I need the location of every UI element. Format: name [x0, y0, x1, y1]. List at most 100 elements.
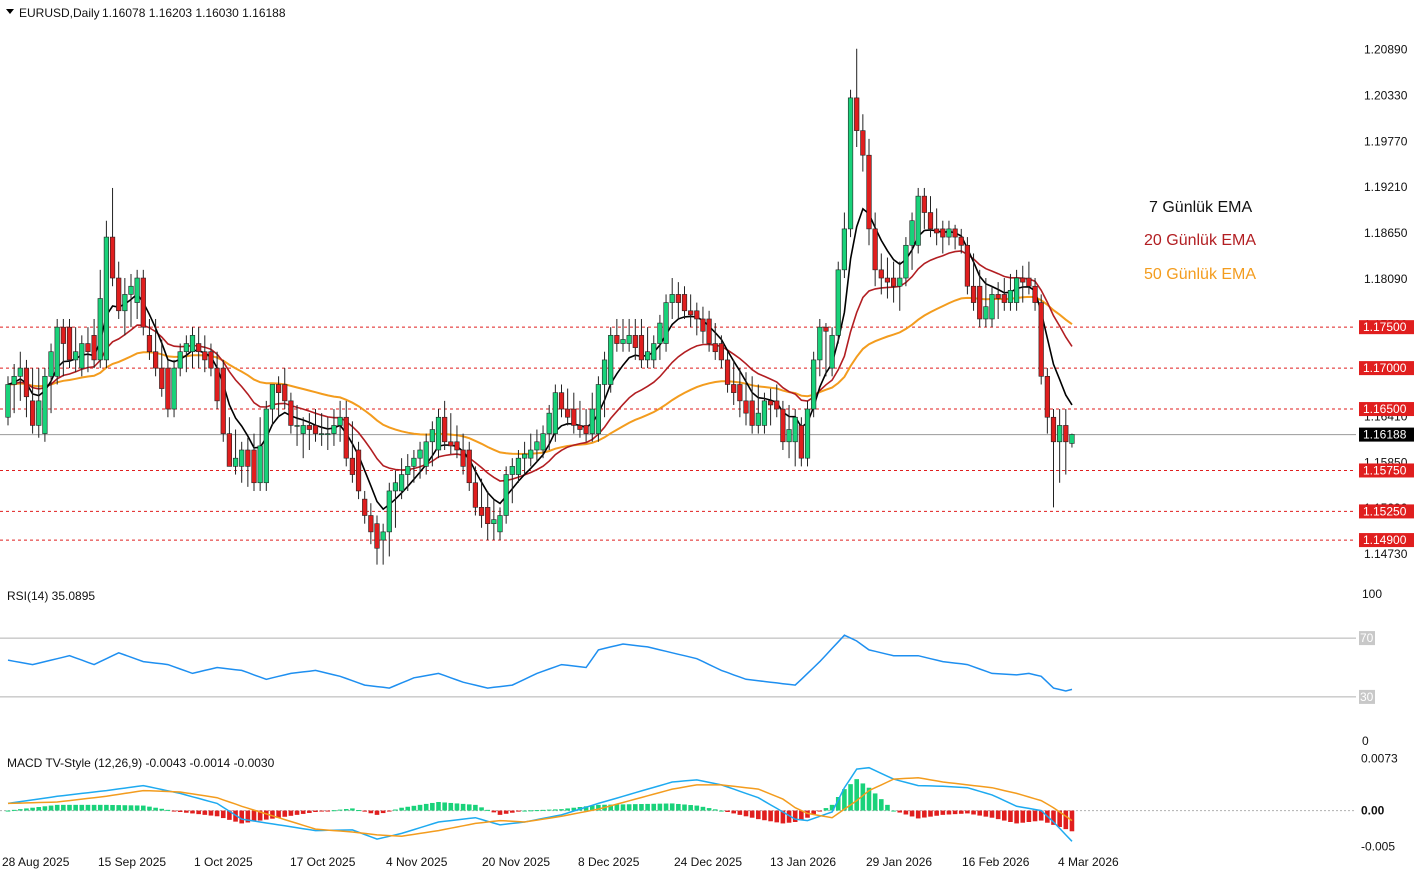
candle-body [386, 490, 392, 533]
candle-body [189, 335, 196, 353]
candle-body [368, 515, 374, 533]
rsi-tick-label: 70 [1360, 631, 1374, 645]
candle-body [718, 343, 724, 361]
macd-histogram-bar [97, 804, 103, 811]
candle-body [854, 97, 860, 131]
macd-histogram-bar [762, 810, 767, 821]
macd-histogram-bar [583, 806, 589, 811]
time-tick-label: 4 Nov 2025 [386, 855, 448, 869]
candle-body [724, 359, 731, 385]
candle [239, 441, 245, 483]
candle-body [761, 400, 768, 426]
candle-body [435, 416, 442, 451]
macd-histogram-bar [313, 810, 318, 812]
candle [964, 237, 970, 295]
candle [872, 212, 878, 287]
candle [786, 404, 792, 459]
macd-histogram-bar [485, 809, 490, 811]
rsi-panel[interactable] [0, 634, 1356, 698]
macd-histogram-bar [159, 808, 165, 811]
candle [66, 318, 73, 369]
candle-body [663, 302, 669, 344]
macd-histogram-bar [85, 804, 91, 811]
candle-body [884, 277, 891, 283]
candle-body [528, 449, 534, 459]
candle [159, 339, 165, 397]
candle [835, 261, 841, 344]
macd-histogram-bar [1069, 810, 1075, 832]
candle [792, 409, 798, 467]
macd-histogram-bar [196, 810, 201, 815]
candle-body [485, 507, 491, 524]
candle [454, 425, 460, 459]
candle-body [140, 277, 146, 328]
macd-histogram-bar [411, 805, 417, 811]
macd-histogram-bar [165, 809, 171, 811]
price-tick-label: 1.19210 [1364, 180, 1408, 194]
macd-histogram-bar [817, 810, 823, 812]
macd-histogram-bar [725, 810, 730, 812]
candle-body [1057, 425, 1063, 443]
collapse-triangle-icon[interactable] [6, 9, 14, 14]
candle [1020, 265, 1026, 303]
candle-body [890, 277, 897, 287]
macd-histogram-bar [331, 810, 337, 812]
macd-histogram-bar [184, 810, 189, 813]
candle-body [5, 384, 11, 418]
candle-body [417, 449, 423, 459]
candle-body [835, 269, 841, 336]
macd-histogram-bar [503, 810, 509, 814]
macd-histogram-bar [657, 803, 663, 811]
candle-body [257, 445, 263, 484]
rsi-tick-label: 30 [1360, 690, 1374, 704]
candle-body [122, 294, 128, 312]
level-badge-label: 1.17500 [1363, 320, 1407, 334]
macd-title: MACD TV-Style (12,26,9) -0.0043 -0.0014 … [7, 756, 275, 770]
candle [1001, 278, 1007, 311]
candle [694, 302, 700, 336]
rsi-level-badge [1359, 631, 1375, 646]
candle [552, 384, 558, 442]
macd-panel[interactable] [0, 766, 1356, 842]
macd-histogram-bar [540, 809, 546, 811]
candle [208, 343, 214, 377]
candle [878, 253, 884, 295]
macd-histogram-bar [479, 807, 484, 811]
candle [638, 318, 645, 369]
macd-histogram-bar [73, 804, 78, 811]
macd-histogram-bar [676, 803, 681, 811]
candle-body [534, 441, 540, 451]
candle-body [952, 228, 958, 238]
candle [103, 220, 109, 369]
macd-histogram-bar [1002, 810, 1007, 821]
candle-body [159, 367, 165, 389]
candle [675, 282, 681, 319]
macd-histogram-bar [651, 803, 657, 811]
candle [288, 392, 294, 434]
macd-histogram-bar [282, 810, 288, 817]
rsi-axis: 100 70 30 0 [1359, 587, 1382, 748]
candle-body [681, 294, 688, 312]
candle [755, 384, 761, 434]
candle-body [73, 351, 79, 361]
candle-body [294, 425, 300, 427]
candle-body [552, 392, 558, 434]
candle-body [171, 367, 177, 410]
macd-histogram-bar [417, 804, 423, 811]
candle-body [319, 433, 325, 435]
macd-histogram-bar [380, 810, 386, 814]
candle-body [940, 228, 946, 238]
candle-body [921, 195, 927, 213]
price-panel[interactable] [0, 48, 1356, 565]
macd-histogram-bar [799, 810, 804, 820]
candle-body [1026, 277, 1032, 287]
macd-histogram-bar [307, 810, 312, 813]
candle [183, 335, 189, 373]
candle [731, 359, 737, 405]
candle-body [909, 220, 915, 246]
candle-body [694, 310, 700, 320]
level-badge-label: 1.15750 [1363, 463, 1407, 477]
macd-histogram-bar [1063, 810, 1069, 830]
